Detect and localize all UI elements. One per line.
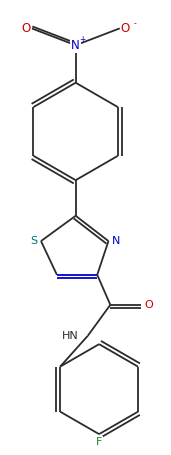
- Text: O: O: [21, 22, 31, 35]
- Text: O: O: [144, 300, 153, 310]
- Text: N: N: [112, 236, 120, 246]
- Text: F: F: [96, 437, 102, 447]
- Text: S: S: [30, 236, 37, 246]
- Text: O: O: [121, 22, 130, 35]
- Text: +: +: [79, 35, 85, 44]
- Text: -: -: [133, 19, 136, 28]
- Text: HN: HN: [62, 331, 78, 341]
- Text: N: N: [71, 39, 80, 52]
